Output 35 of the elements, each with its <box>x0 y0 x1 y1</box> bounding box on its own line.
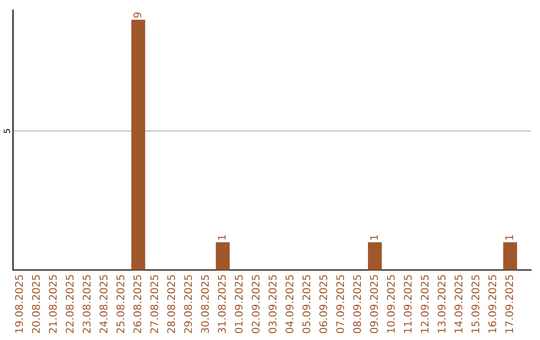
data-label: 1 <box>370 235 378 240</box>
x-tick-label: 15.09.2025 <box>471 275 480 333</box>
x-tick-label: 27.08.2025 <box>150 275 158 334</box>
x-tick-label: 30.08.2025 <box>201 275 209 334</box>
x-tick-label: 04.09.2025 <box>286 275 294 334</box>
x-tick-label: 19.08.2025 <box>15 275 23 333</box>
x-tick-label: 22.08.2025 <box>66 275 74 334</box>
x-tick-label: 24.08.2025 <box>100 275 108 334</box>
data-label: 9 <box>133 12 142 18</box>
x-tick-label: 03.09.2025 <box>268 275 276 334</box>
x-tick-label: 20.08.2025 <box>32 275 40 334</box>
x-tick-label: 28.08.2025 <box>167 275 176 334</box>
x-tick-label: 01.09.2025 <box>234 275 243 334</box>
x-tick-label: 11.09.2025 <box>404 275 412 333</box>
x-tick-label: 26.08.2025 <box>133 275 142 334</box>
data-label: 1 <box>218 235 226 240</box>
x-tick-label: 02.09.2025 <box>252 275 260 334</box>
x-tick-label: 25.08.2025 <box>116 275 124 334</box>
x-tick-label: 07.09.2025 <box>336 275 344 334</box>
x-tick-label: 16.09.2025 <box>488 275 496 333</box>
x-tick-label: 12.09.2025 <box>420 275 429 333</box>
x-tick-label: 10.09.2025 <box>386 275 395 333</box>
x-tick-label: 08.09.2025 <box>353 275 362 334</box>
x-tick-label: 14.09.2025 <box>454 275 462 333</box>
x-tick-label: 09.09.2025 <box>370 275 378 334</box>
y-tick-label: 5 <box>4 129 10 133</box>
x-tick-label: 23.08.2025 <box>82 275 91 334</box>
x-tick-label: 17.09.2025 <box>505 275 514 333</box>
x-tick-label: 13.09.2025 <box>438 275 446 333</box>
x-tick-label: 05.09.2025 <box>302 275 310 334</box>
x-tick-label: 06.09.2025 <box>319 275 328 334</box>
data-label: 1 <box>505 235 513 240</box>
x-tick-label: 31.08.2025 <box>218 275 226 334</box>
x-tick-label: 21.08.2025 <box>48 275 57 334</box>
x-tick-label: 29.08.2025 <box>184 275 192 334</box>
